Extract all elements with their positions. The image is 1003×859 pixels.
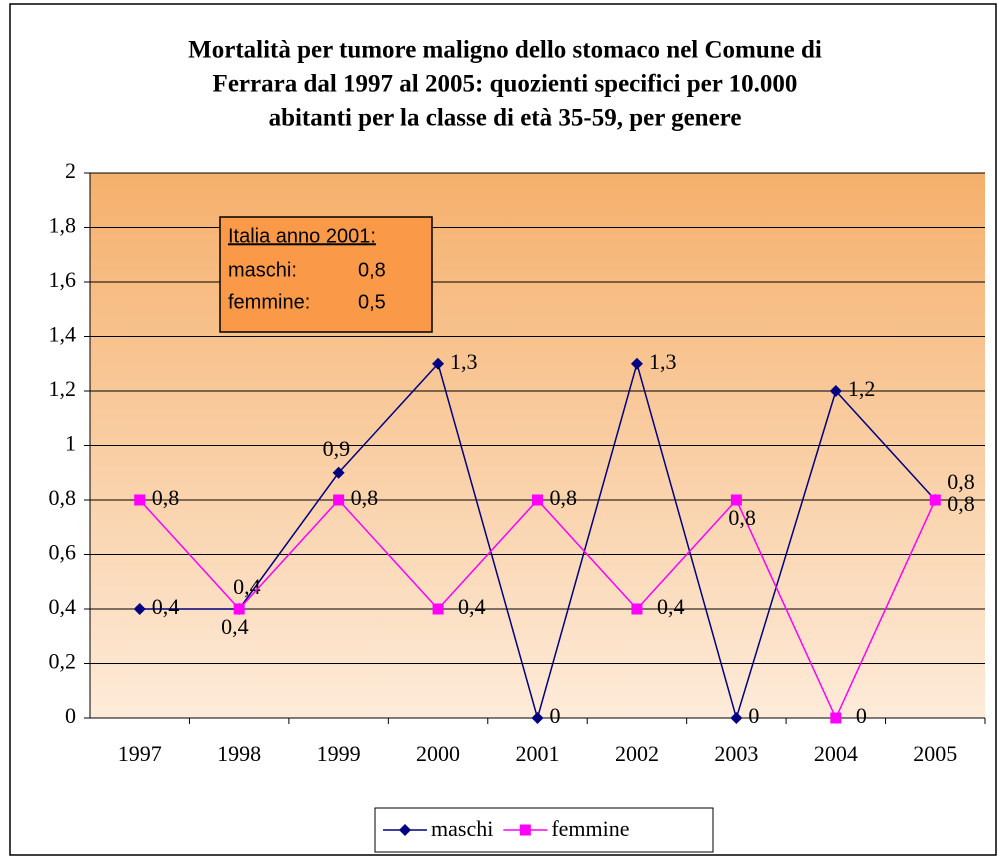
marker bbox=[532, 494, 543, 506]
chart-title: Ferrara dal 1997 al 2005: quozienti spec… bbox=[213, 71, 798, 98]
marker bbox=[432, 357, 445, 370]
annotation-box bbox=[219, 216, 433, 333]
marker bbox=[333, 494, 345, 506]
y-tick-label: 2 bbox=[65, 158, 76, 183]
marker bbox=[631, 603, 643, 615]
y-tick-label: 0,2 bbox=[49, 649, 77, 674]
y-tick-label: 0 bbox=[65, 703, 76, 728]
data-label: 0,4 bbox=[233, 574, 261, 599]
marker bbox=[432, 603, 444, 615]
legend: maschi femmine bbox=[374, 807, 714, 853]
data-label: 0,4 bbox=[152, 594, 180, 619]
x-tick-label: 2005 bbox=[913, 741, 957, 766]
marker bbox=[531, 712, 544, 724]
x-tick-label: 2002 bbox=[615, 741, 659, 766]
data-label: 0,9 bbox=[323, 436, 351, 461]
y-tick-label: 1 bbox=[65, 431, 76, 456]
marker bbox=[830, 712, 842, 724]
marker bbox=[929, 494, 941, 506]
x-tick-label: 2001 bbox=[516, 741, 560, 766]
legend-label: maschi bbox=[431, 816, 493, 841]
marker bbox=[730, 712, 743, 724]
x-tick-label: 1999 bbox=[317, 741, 361, 766]
data-label: 0 bbox=[748, 703, 759, 728]
data-label: 0,8 bbox=[947, 469, 975, 494]
x-tick-label: 1998 bbox=[217, 741, 261, 766]
marker bbox=[399, 824, 411, 836]
y-tick-label: 0,4 bbox=[49, 594, 77, 619]
y-tick-label: 1,6 bbox=[49, 267, 77, 292]
data-label: 0 bbox=[550, 703, 561, 728]
annotation-title: Italia anno 2001: bbox=[228, 225, 376, 247]
data-label: 0,8 bbox=[728, 505, 756, 530]
y-tick-label: 1,4 bbox=[49, 322, 77, 347]
x-tick-label: 2000 bbox=[416, 741, 460, 766]
x-tick-label: 1997 bbox=[118, 741, 162, 766]
marker bbox=[134, 494, 146, 506]
data-label: 0,8 bbox=[947, 491, 975, 516]
y-tick-label: 0,8 bbox=[49, 485, 77, 510]
marker bbox=[519, 824, 531, 836]
y-tick-label: 0,6 bbox=[49, 540, 77, 565]
data-label: 0,4 bbox=[221, 614, 249, 639]
marker bbox=[829, 385, 842, 397]
annotation-label: femmine: bbox=[228, 291, 310, 313]
y-tick-label: 1,2 bbox=[49, 376, 77, 401]
marker bbox=[233, 603, 245, 615]
annotation-label: maschi: bbox=[228, 259, 297, 281]
legend-label: femmine bbox=[551, 816, 629, 841]
annotation-value: 0,8 bbox=[358, 259, 386, 281]
marker bbox=[630, 357, 643, 370]
marker bbox=[332, 466, 345, 479]
chart-title: Mortalità per tumore maligno dello stoma… bbox=[188, 37, 822, 64]
marker bbox=[730, 494, 742, 506]
y-tick-label: 1,8 bbox=[49, 213, 77, 238]
data-label: 1,2 bbox=[848, 376, 876, 401]
annotation-value: 0,5 bbox=[358, 291, 386, 313]
x-tick-label: 2003 bbox=[714, 741, 758, 766]
data-label: 0,8 bbox=[550, 485, 578, 510]
data-label: 1,3 bbox=[649, 349, 677, 374]
data-label: 1,3 bbox=[450, 349, 478, 374]
data-label: 0 bbox=[856, 703, 867, 728]
data-label: 0,8 bbox=[152, 485, 180, 510]
chart-title: abitanti per la classe di età 35-59, per… bbox=[269, 105, 742, 132]
data-label: 0,8 bbox=[351, 485, 379, 510]
data-label: 0,4 bbox=[657, 594, 685, 619]
data-label: 0,4 bbox=[458, 594, 486, 619]
x-tick-label: 2004 bbox=[814, 741, 858, 766]
marker bbox=[133, 603, 146, 615]
